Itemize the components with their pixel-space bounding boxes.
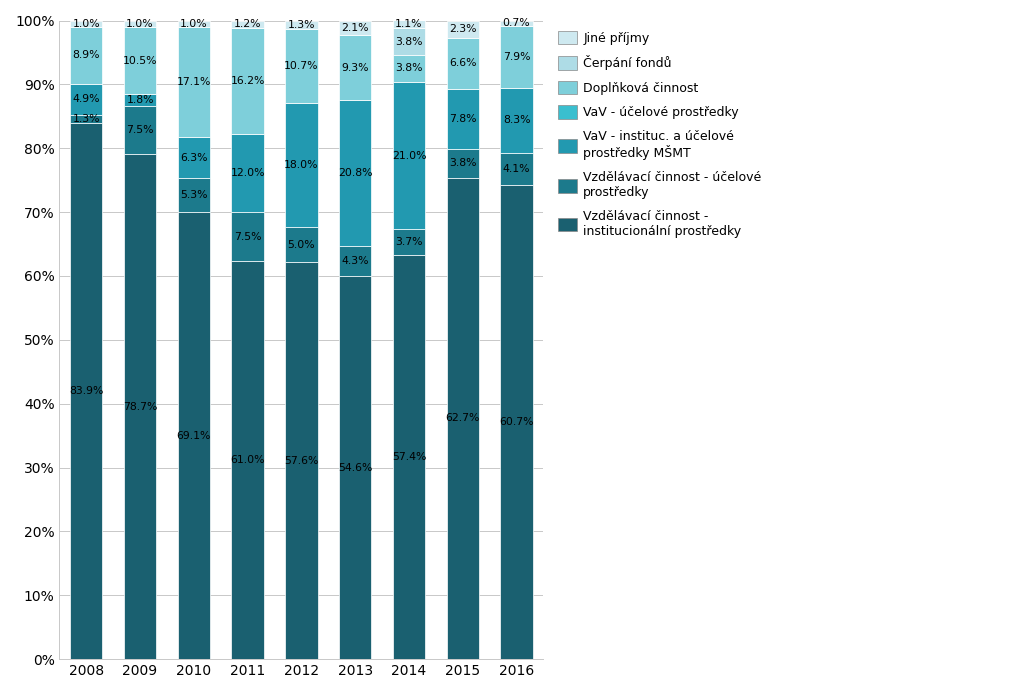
Bar xyxy=(339,35,372,100)
Text: 7.5%: 7.5% xyxy=(126,125,154,135)
Bar xyxy=(178,27,210,137)
Bar xyxy=(286,30,317,103)
Bar xyxy=(124,106,157,154)
Text: 60.7%: 60.7% xyxy=(500,417,534,427)
Text: 6.6%: 6.6% xyxy=(449,58,476,69)
Bar xyxy=(446,178,479,659)
Text: 10.5%: 10.5% xyxy=(123,55,158,66)
Text: 17.1%: 17.1% xyxy=(176,77,211,87)
Text: 8.3%: 8.3% xyxy=(503,115,530,125)
Bar xyxy=(124,154,157,659)
Text: 5.0%: 5.0% xyxy=(288,240,315,249)
Text: 10.7%: 10.7% xyxy=(284,62,318,71)
Text: 1.2%: 1.2% xyxy=(233,19,261,29)
Text: 6.3%: 6.3% xyxy=(180,153,208,163)
Bar xyxy=(446,89,479,149)
Text: 54.6%: 54.6% xyxy=(338,463,373,473)
Bar xyxy=(178,21,210,27)
Bar xyxy=(339,100,372,246)
Text: 1.0%: 1.0% xyxy=(180,19,208,28)
Bar xyxy=(393,229,425,256)
Bar xyxy=(339,277,372,659)
Bar xyxy=(70,27,102,84)
Text: 4.1%: 4.1% xyxy=(503,164,530,174)
Bar xyxy=(286,103,317,227)
Text: 7.5%: 7.5% xyxy=(233,231,261,242)
Bar xyxy=(231,28,264,134)
Bar xyxy=(339,21,372,35)
Bar xyxy=(231,21,264,28)
Text: 9.3%: 9.3% xyxy=(341,63,369,73)
Bar xyxy=(501,152,532,184)
Text: 0.7%: 0.7% xyxy=(503,18,530,28)
Text: 1.8%: 1.8% xyxy=(126,95,154,105)
Bar xyxy=(501,26,532,88)
Bar xyxy=(178,213,210,659)
Text: 2.1%: 2.1% xyxy=(341,23,369,33)
Bar xyxy=(70,21,102,27)
Bar xyxy=(393,256,425,659)
Text: 62.7%: 62.7% xyxy=(445,414,480,423)
Bar xyxy=(231,212,264,261)
Bar xyxy=(339,246,372,277)
Text: 3.8%: 3.8% xyxy=(449,158,476,168)
Text: 7.9%: 7.9% xyxy=(503,52,530,62)
Text: 8.9%: 8.9% xyxy=(73,51,100,60)
Bar xyxy=(286,21,317,30)
Text: 12.0%: 12.0% xyxy=(230,168,265,178)
Text: 16.2%: 16.2% xyxy=(230,76,265,86)
Bar xyxy=(393,21,425,28)
Bar xyxy=(446,38,479,89)
Text: 1.1%: 1.1% xyxy=(395,19,423,29)
Text: 83.9%: 83.9% xyxy=(69,386,103,396)
Text: 78.7%: 78.7% xyxy=(123,401,158,412)
Bar xyxy=(70,123,102,659)
Bar xyxy=(124,94,157,106)
Bar xyxy=(70,84,102,115)
Text: 3.7%: 3.7% xyxy=(395,238,423,247)
Text: 1.3%: 1.3% xyxy=(288,20,315,30)
Text: 61.0%: 61.0% xyxy=(230,455,265,465)
Text: 4.9%: 4.9% xyxy=(73,94,100,105)
Bar xyxy=(393,55,425,82)
Bar xyxy=(178,178,210,213)
Bar xyxy=(393,28,425,55)
Bar xyxy=(124,21,157,27)
Bar xyxy=(501,184,532,659)
Text: 69.1%: 69.1% xyxy=(176,431,211,441)
Text: 57.4%: 57.4% xyxy=(392,453,426,462)
Bar xyxy=(231,134,264,212)
Bar xyxy=(286,227,317,262)
Bar xyxy=(501,21,532,26)
Text: 3.8%: 3.8% xyxy=(395,63,423,73)
Text: 1.0%: 1.0% xyxy=(73,19,100,28)
Text: 2.3%: 2.3% xyxy=(449,24,476,35)
Text: 20.8%: 20.8% xyxy=(338,168,373,178)
Text: 57.6%: 57.6% xyxy=(285,455,318,466)
Text: 5.3%: 5.3% xyxy=(180,191,208,200)
Bar xyxy=(501,88,532,152)
Text: 18.0%: 18.0% xyxy=(284,160,318,170)
Bar xyxy=(70,115,102,123)
Bar xyxy=(124,27,157,94)
Bar xyxy=(446,21,479,38)
Legend: Jiné příjmy, Čerpání fondů, Doplňková činnost, VaV - účelové prostředky, VaV - i: Jiné příjmy, Čerpání fondů, Doplňková či… xyxy=(555,27,765,241)
Text: 1.3%: 1.3% xyxy=(73,114,100,124)
Text: 7.8%: 7.8% xyxy=(449,114,476,124)
Text: 3.8%: 3.8% xyxy=(395,37,423,46)
Bar xyxy=(286,262,317,659)
Bar xyxy=(178,137,210,178)
Bar xyxy=(446,149,479,178)
Text: 1.0%: 1.0% xyxy=(126,19,154,28)
Bar xyxy=(231,261,264,659)
Text: 4.3%: 4.3% xyxy=(341,256,369,266)
Text: 21.0%: 21.0% xyxy=(392,150,426,161)
Bar xyxy=(393,82,425,229)
